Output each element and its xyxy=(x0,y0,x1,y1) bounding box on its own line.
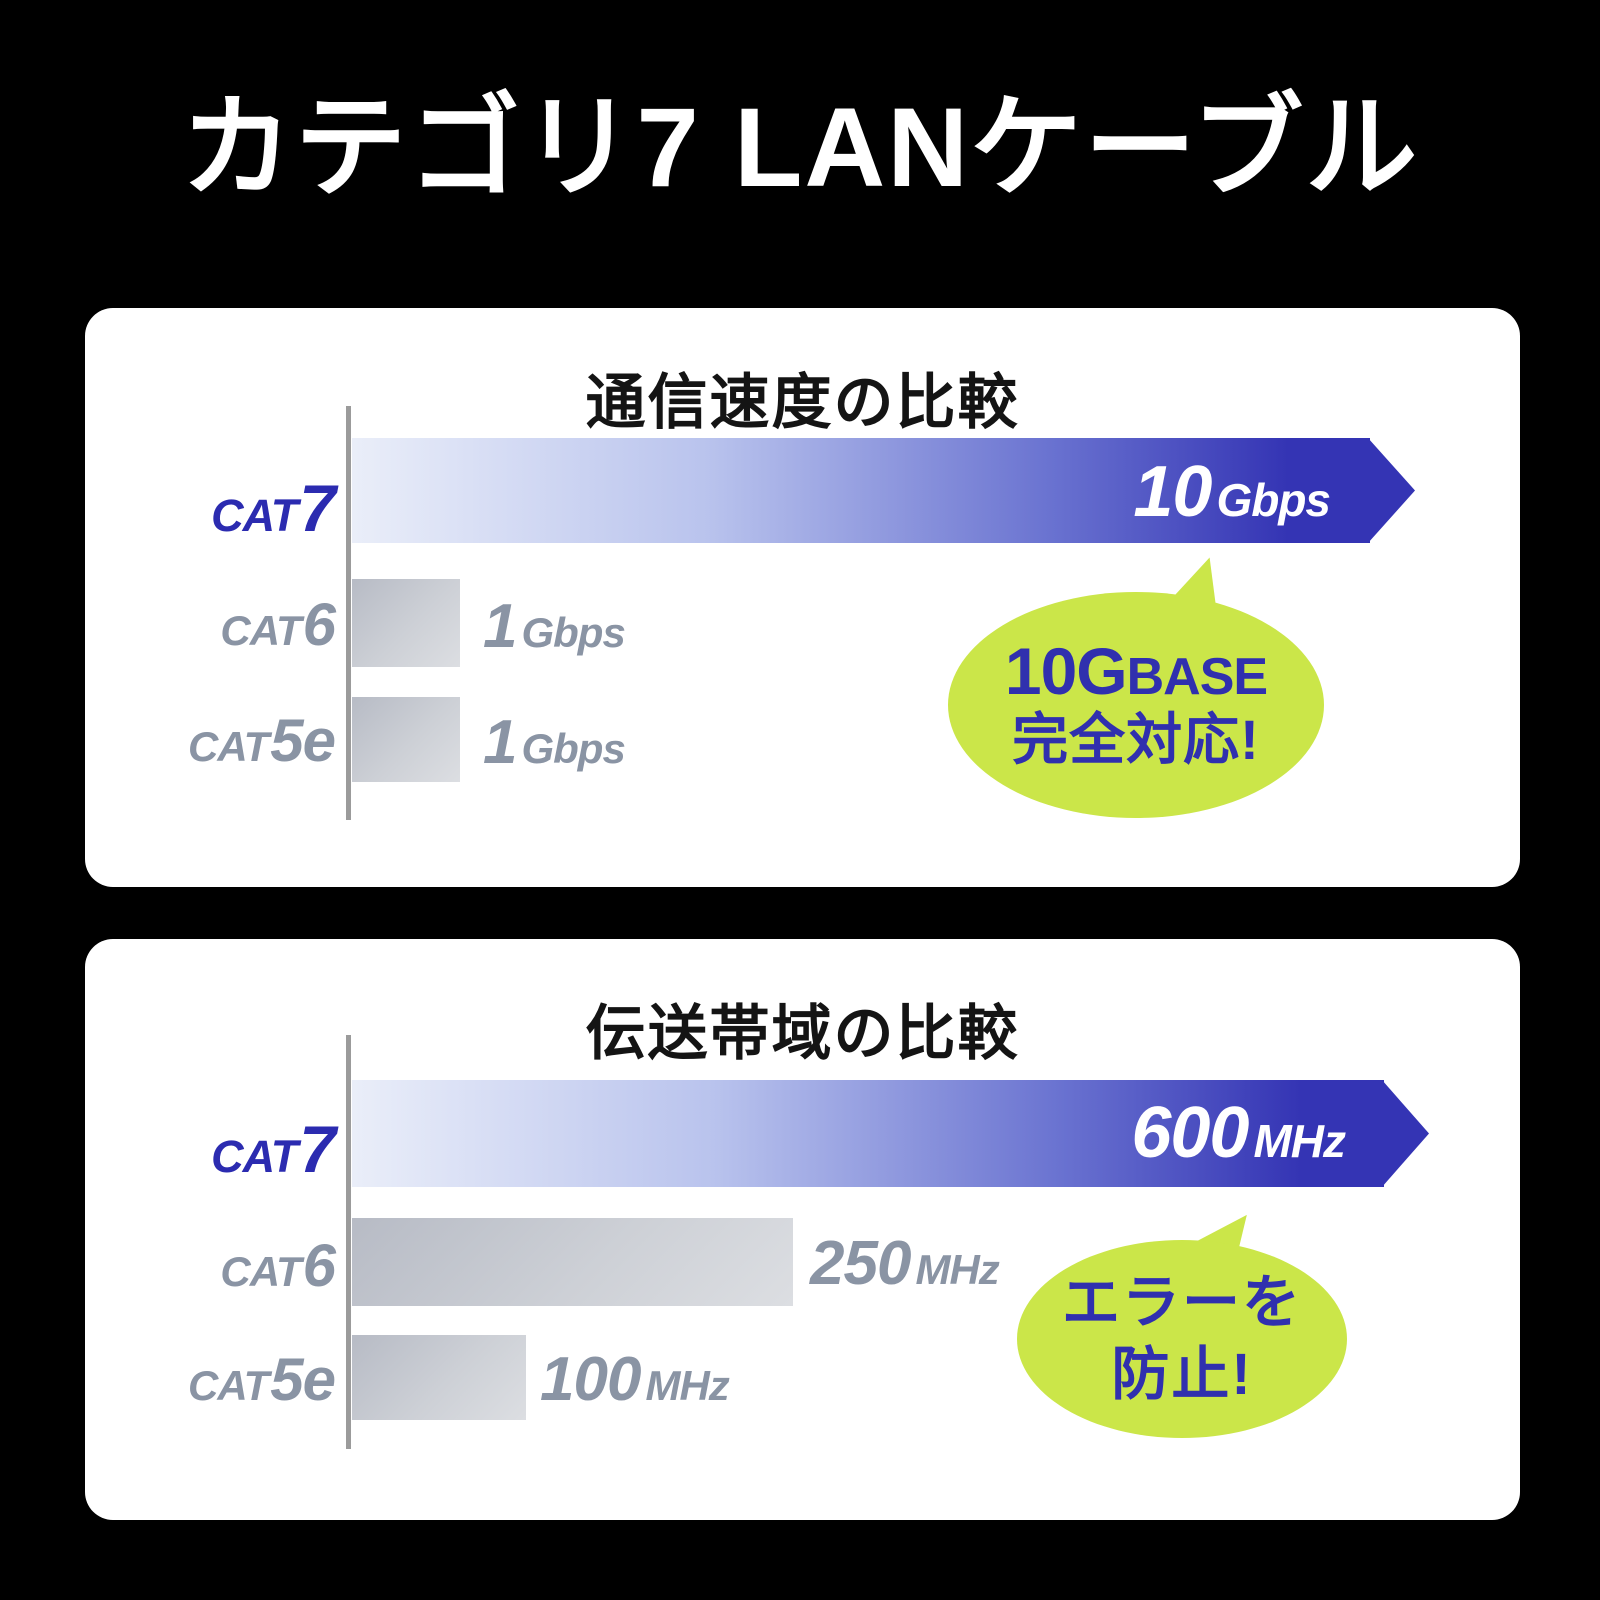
speed-cat7-value: 10 Gbps xyxy=(1133,452,1331,532)
bandwidth-cat5e-label: CAT 5e xyxy=(188,1345,336,1414)
speed-cat7-label-number: 7 xyxy=(299,471,336,545)
speed-cat6-value-number: 1 xyxy=(483,592,517,661)
page-title: カテゴリ7 LANケーブル xyxy=(180,85,1420,210)
bandwidth-cat7-label: CAT 7 xyxy=(211,1111,336,1187)
bandwidth-chart-title: 伝送帯域の比較 xyxy=(585,1000,1020,1067)
bandwidth-bubble-line2: 防止! xyxy=(1111,1342,1253,1407)
bandwidth-cat6-label-number: 6 xyxy=(302,1232,336,1299)
bandwidth-cat6-label: CAT 6 xyxy=(220,1231,336,1300)
bandwidth-cat7-label-prefix: CAT xyxy=(211,1131,298,1182)
speed-cat5e-value-number: 1 xyxy=(483,708,517,777)
speed-cat7-value-number: 10 xyxy=(1133,452,1212,532)
speed-cat7-bar-arrow-tip xyxy=(1368,438,1415,543)
bandwidth-cat5e-value-unit: MHz xyxy=(645,1362,729,1409)
speed-cat6-label: CAT 6 xyxy=(220,590,336,659)
bandwidth-cat6-label-prefix: CAT xyxy=(220,1248,301,1295)
speed-cat5e-label-prefix: CAT xyxy=(188,723,269,770)
speed-cat6-value: 1 Gbps xyxy=(483,592,626,661)
speed-cat6-bar xyxy=(352,579,460,667)
bandwidth-cat5e-label-number: 5e xyxy=(270,1346,336,1413)
bandwidth-bubble-line1: エラーを xyxy=(1061,1269,1302,1335)
bandwidth-cat7-value-unit: MHz xyxy=(1253,1115,1346,1167)
speed-bubble-line2: 完全対応! xyxy=(1012,708,1260,772)
speed-cat7-label: CAT 7 xyxy=(211,470,336,546)
speed-cat5e-value-unit: Gbps xyxy=(521,725,625,772)
bandwidth-cat6-bar xyxy=(352,1218,793,1306)
bandwidth-cat7-value-number: 600 xyxy=(1131,1093,1249,1173)
speed-bubble-line1: 10G BASE xyxy=(1004,633,1268,708)
bandwidth-cat5e-value-number: 100 xyxy=(540,1345,641,1414)
bandwidth-cat6-value-number: 250 xyxy=(810,1229,911,1298)
speed-chart-axis-line xyxy=(346,406,351,820)
speed-cat7-value-unit: Gbps xyxy=(1216,474,1331,526)
bandwidth-chart-axis-line xyxy=(346,1035,351,1449)
speed-cat5e-value: 1 Gbps xyxy=(483,708,626,777)
speed-comparison-panel: 通信速度の比較 CAT 7 10 Gbps CAT 6 1 Gbps CAT 5e 1 Gb… xyxy=(85,308,1520,887)
bandwidth-cat6-value: 250 MHz xyxy=(810,1229,1000,1298)
speed-cat5e-bar xyxy=(352,697,460,782)
speed-cat6-label-number: 6 xyxy=(302,591,336,658)
speed-bubble-line1-small: BASE xyxy=(1126,647,1268,706)
bandwidth-cat5e-value: 100 MHz xyxy=(540,1345,730,1414)
bandwidth-cat7-value: 600 MHz xyxy=(1131,1093,1346,1173)
speed-cat6-label-prefix: CAT xyxy=(220,607,301,654)
bandwidth-cat7-bar-arrow-tip xyxy=(1382,1080,1429,1187)
bandwidth-cat7-label-number: 7 xyxy=(299,1112,336,1186)
bandwidth-comparison-panel: 伝送帯域の比較 CAT 7 600 MHz CAT 6 250 MHz CAT 5e 10… xyxy=(85,939,1520,1520)
bandwidth-cat5e-label-prefix: CAT xyxy=(188,1362,269,1409)
speed-speech-bubble: 10G BASE 完全対応! xyxy=(948,592,1324,818)
bandwidth-cat6-value-unit: MHz xyxy=(915,1246,999,1293)
speed-cat5e-label-number: 5e xyxy=(270,707,336,774)
speed-cat5e-label: CAT 5e xyxy=(188,706,336,775)
speed-cat7-label-prefix: CAT xyxy=(211,490,298,541)
speed-cat7-bar xyxy=(352,438,1370,543)
speed-bubble-line1-big: 10G xyxy=(1004,633,1128,708)
bandwidth-cat5e-bar xyxy=(352,1335,526,1420)
bandwidth-speech-bubble: エラーを 防止! xyxy=(1017,1240,1347,1438)
speed-chart-title: 通信速度の比較 xyxy=(585,369,1020,436)
bandwidth-cat7-bar xyxy=(352,1080,1384,1187)
speed-cat6-value-unit: Gbps xyxy=(521,609,625,656)
